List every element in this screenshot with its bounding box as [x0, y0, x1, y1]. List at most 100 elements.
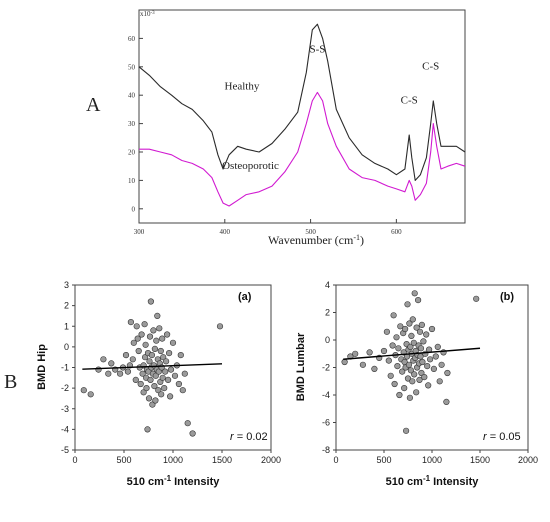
y-tick-label: -1	[61, 363, 69, 373]
data-point	[175, 380, 182, 388]
scatter-b-x-axis-label: 510 cm-1 Intensity	[386, 474, 480, 488]
data-point	[145, 395, 153, 402]
spectrum-y-scale-label: x10-3	[140, 10, 155, 18]
data-point	[132, 376, 139, 384]
data-point	[135, 347, 142, 355]
x-tick-label: 1000	[163, 455, 183, 465]
data-point	[408, 332, 415, 340]
data-point	[162, 368, 169, 375]
data-point	[152, 372, 159, 379]
spectrum-y-tick-label: 50	[128, 63, 136, 71]
y-tick-label: 2	[325, 308, 330, 318]
panel-label-b: B	[4, 371, 17, 393]
data-point	[428, 325, 436, 333]
data-point	[116, 370, 124, 377]
scatter-a-panel-label: (a)	[238, 291, 252, 303]
y-tick-label: -3	[61, 404, 69, 414]
data-point	[158, 391, 165, 398]
data-point	[413, 389, 420, 396]
data-point	[216, 323, 224, 330]
data-point	[390, 312, 397, 319]
data-point	[418, 321, 426, 329]
y-tick-label: 0	[64, 342, 69, 352]
x-tick-label: 500	[116, 455, 131, 465]
data-point	[147, 376, 154, 384]
y-tick-label: 1	[64, 321, 69, 331]
spectrum-y-tick-label: 30	[128, 120, 136, 128]
data-point	[444, 369, 451, 377]
data-point	[108, 360, 115, 367]
data-point	[430, 365, 438, 373]
data-point	[165, 376, 172, 384]
data-point	[159, 374, 166, 381]
data-point	[352, 350, 359, 357]
data-point	[416, 328, 424, 335]
data-point	[410, 339, 417, 346]
data-point	[366, 349, 373, 356]
data-point	[409, 378, 416, 385]
scatter-a-y-axis-label: BMD Hip	[36, 344, 48, 390]
x-tick-label: 0	[72, 455, 77, 465]
data-point	[420, 338, 427, 345]
x-tick-label: 500	[376, 455, 391, 465]
y-tick-label: 0	[325, 335, 330, 345]
data-point	[432, 353, 439, 360]
y-tick-label: -5	[61, 445, 69, 455]
spectrum-x-tick-label: 300	[134, 228, 145, 236]
data-point	[167, 366, 175, 373]
data-point	[129, 356, 136, 363]
scatter-b-r-label: r = 0.05	[483, 431, 521, 443]
data-point	[181, 370, 188, 377]
data-point	[389, 342, 396, 349]
spectrum-y-tick-label: 0	[132, 205, 136, 213]
spectrum-annotation: C-S	[401, 95, 418, 107]
data-point	[415, 297, 422, 304]
data-point	[134, 335, 141, 342]
data-point	[171, 372, 179, 379]
data-point	[95, 366, 102, 373]
data-point	[387, 372, 394, 379]
data-point	[395, 345, 402, 352]
trend-line	[343, 347, 481, 360]
data-point	[149, 401, 156, 408]
data-point	[438, 361, 445, 368]
data-point	[396, 391, 403, 399]
scatter-b-points	[341, 290, 480, 434]
data-point	[169, 339, 177, 346]
spectrum-x-tick-label: 500	[305, 228, 316, 236]
scatter-chart-b: 0 500 1000 1500 2000 -8 -6 -4 -2 0 2 4 (b) r = 0.05…	[295, 280, 538, 488]
data-point	[423, 331, 430, 338]
y-tick-label: -4	[322, 390, 330, 400]
data-point	[424, 363, 431, 370]
data-point	[413, 324, 420, 331]
data-point	[122, 352, 130, 359]
data-point	[434, 343, 441, 351]
data-point	[151, 345, 158, 353]
spectrum-series	[138, 23, 466, 207]
x-tick-label: 1000	[422, 455, 442, 465]
data-point	[80, 387, 87, 394]
y-tick-label: -4	[61, 424, 69, 434]
scatter-b-y-axis-label: BMD Lumbar	[295, 332, 307, 401]
data-point	[341, 358, 348, 366]
spectrum-annotation: S-S	[309, 44, 325, 56]
data-point	[189, 430, 196, 437]
data-point	[359, 361, 367, 368]
x-tick-label: 1500	[470, 455, 490, 465]
data-point	[139, 370, 146, 377]
panel-label-a: A	[86, 94, 101, 116]
spectrum-series-line	[139, 91, 466, 207]
data-point	[133, 323, 140, 330]
data-point	[427, 356, 434, 363]
spectrum-series-line	[138, 23, 466, 181]
data-point	[127, 319, 134, 326]
data-point	[402, 325, 409, 333]
data-point	[144, 426, 151, 433]
y-tick-label: -2	[322, 363, 330, 373]
scatter-a-ticks: 0 500 1000 1500 2000 -5 -4 -3 -2 -1 0 1 2 3	[61, 280, 281, 465]
data-point	[167, 393, 174, 400]
data-point	[154, 312, 161, 320]
spectrum-plot-frame	[138, 9, 466, 224]
data-point	[385, 357, 392, 364]
data-point	[399, 368, 406, 375]
